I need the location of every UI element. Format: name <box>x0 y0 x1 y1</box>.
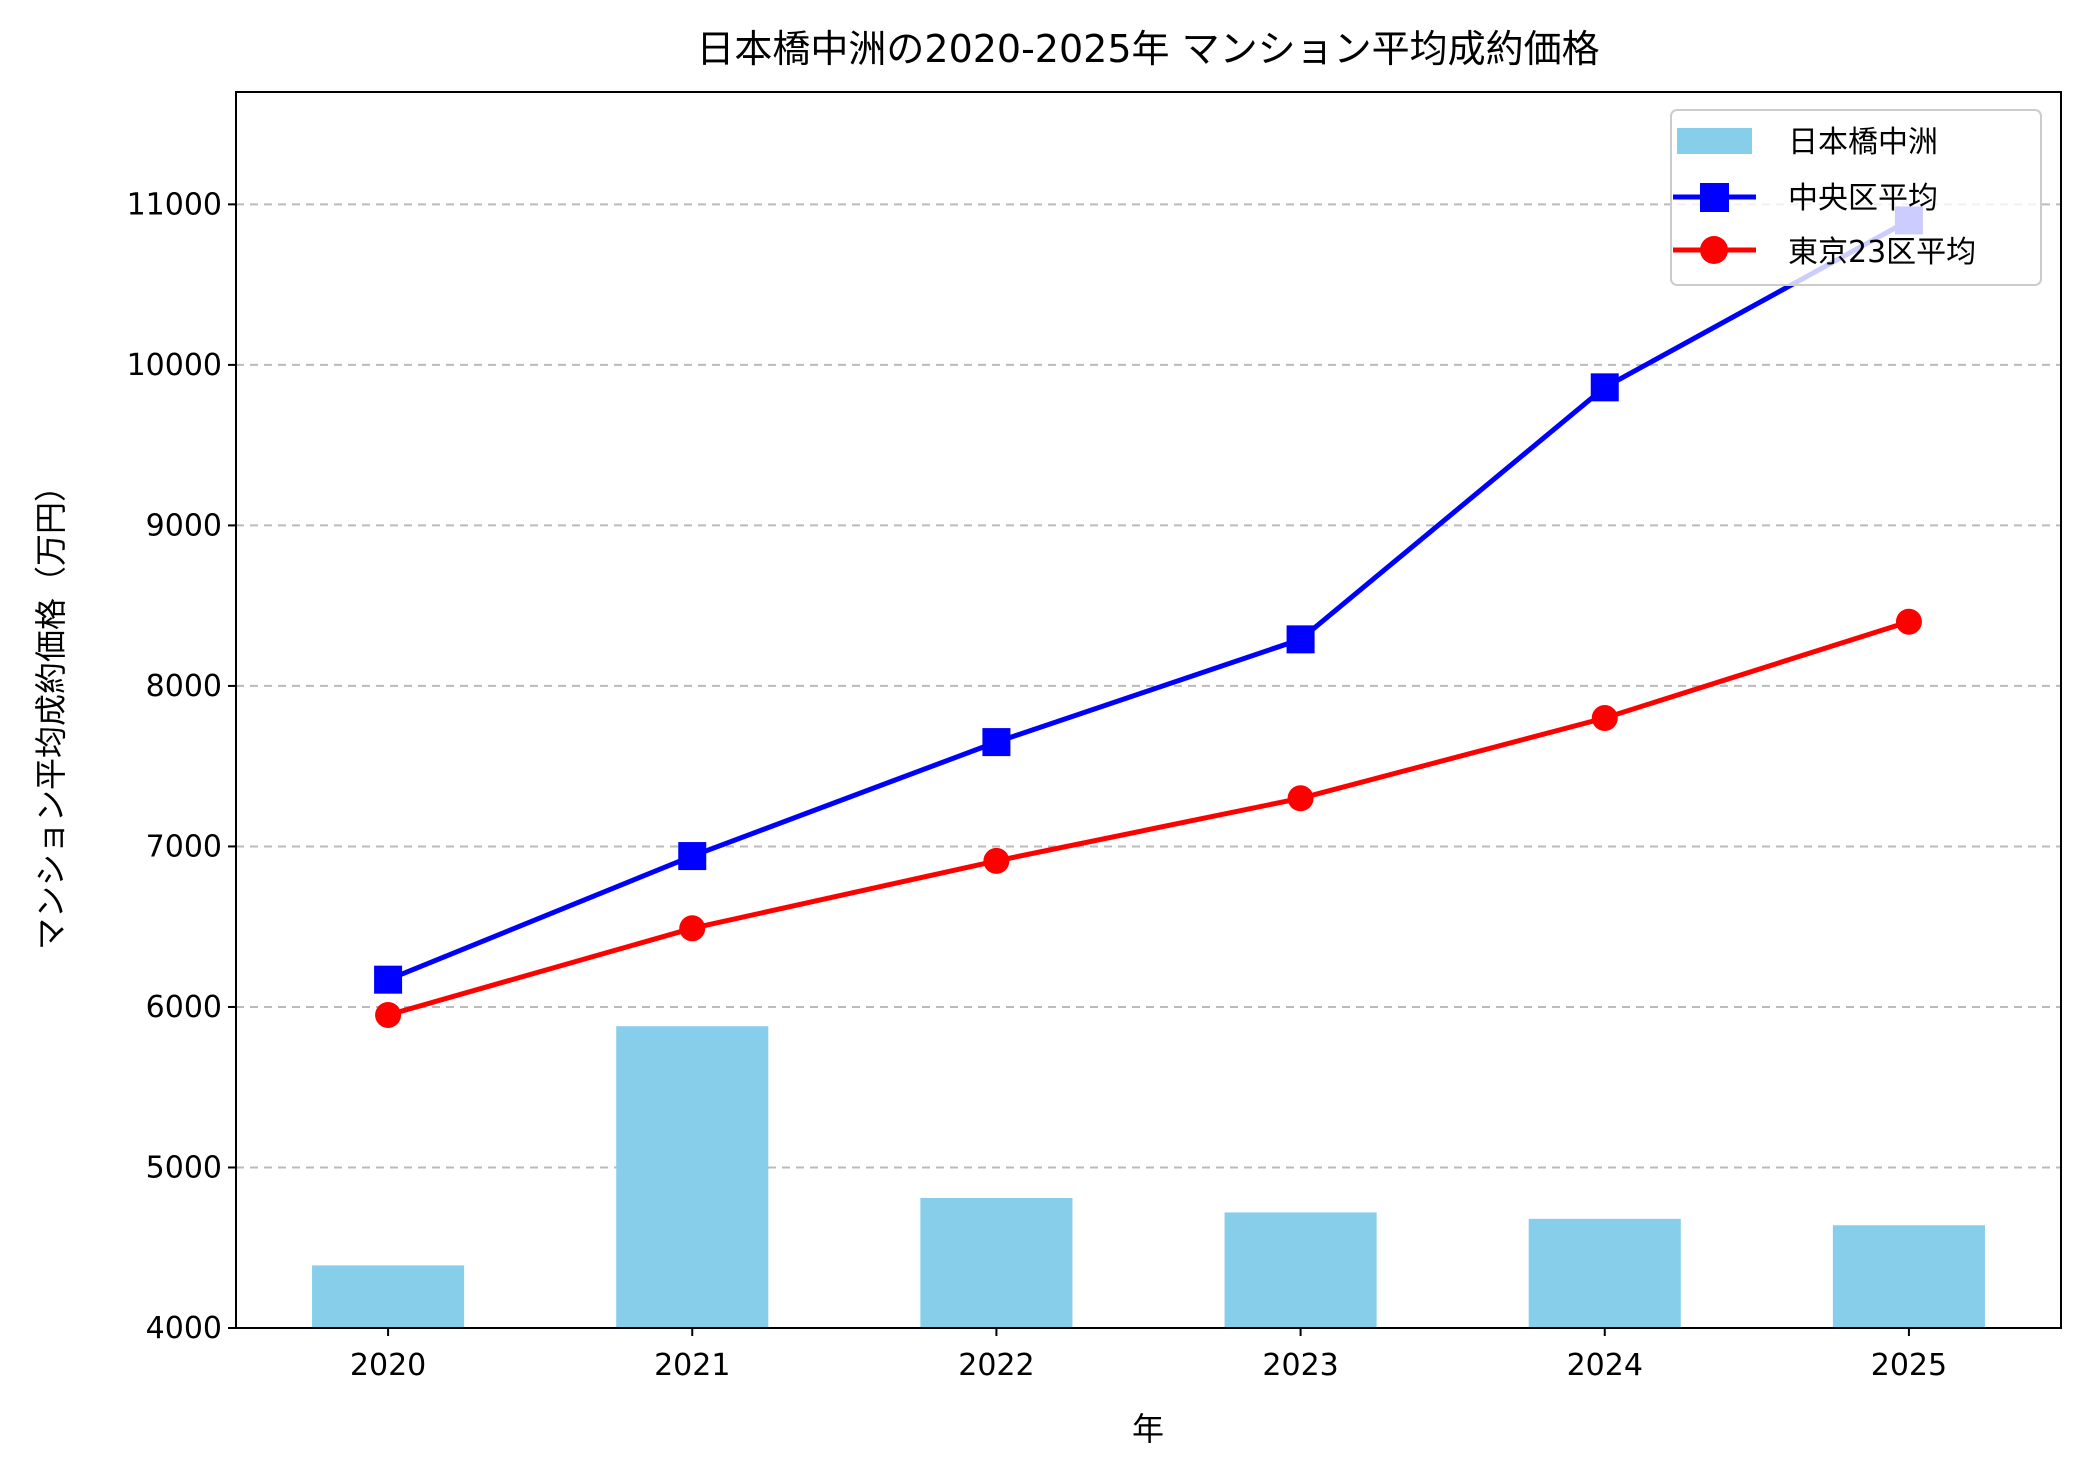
series-line <box>387 619 1910 1018</box>
marker-square-2020 <box>374 965 403 994</box>
bars <box>312 1026 1985 1328</box>
bar-2021 <box>616 1026 769 1328</box>
x-axis: 2020 2021 2022 2023 2024 2025 <box>350 1328 1947 1383</box>
y-tick-label: 6000 <box>146 990 222 1025</box>
series-line <box>387 218 1911 982</box>
y-tick-label: 11000 <box>127 187 222 222</box>
marker-circle-2024 <box>1591 705 1618 732</box>
y-tick-label: 8000 <box>146 669 222 704</box>
lines <box>374 206 1923 1028</box>
marker-square-2024 <box>1590 373 1619 402</box>
y-tick-label: 4000 <box>146 1311 222 1346</box>
x-tick-label: 2020 <box>350 1348 426 1383</box>
marker-circle-2021 <box>679 915 706 942</box>
bar-2024 <box>1528 1218 1681 1328</box>
legend: 日本橋中洲 中央区平均 東京23区平均 <box>1670 109 2042 286</box>
marker-circle-2022 <box>983 847 1010 874</box>
marker-square-2023 <box>1286 625 1315 654</box>
legend-label-nihonbashi: 日本橋中洲 <box>1788 125 1938 160</box>
legend-label-tokyo23: 東京23区平均 <box>1788 235 1976 270</box>
legend-marker-circle <box>1700 236 1728 264</box>
y-tick-label: 5000 <box>146 1150 222 1185</box>
chart-title: 日本橋中洲の2020-2025年 マンション平均成約価格 <box>696 27 1599 71</box>
plot-frame <box>235 91 2062 1329</box>
y-tick-label: 7000 <box>146 829 222 864</box>
bar-2025 <box>1832 1225 1985 1328</box>
x-tick-label: 2022 <box>958 1348 1034 1383</box>
x-axis-label: 年 <box>1132 1410 1164 1448</box>
y-tick-label: 9000 <box>146 508 222 543</box>
legend-label-chuo: 中央区平均 <box>1788 181 1938 216</box>
y-axis: 4000 5000 6000 7000 8000 9000 10000 11000 <box>127 187 236 1346</box>
y-axis-label: マンション平均成約価格（万円） <box>32 470 70 950</box>
marker-circle-2020 <box>375 1001 402 1028</box>
x-tick-label: 2021 <box>654 1348 730 1383</box>
bar-2023 <box>1224 1212 1377 1328</box>
x-tick-label: 2023 <box>1262 1348 1338 1383</box>
gridlines <box>236 203 2061 1169</box>
marker-square-2022 <box>982 728 1011 757</box>
y-tick-label: 10000 <box>127 348 222 383</box>
legend-marker-square <box>1700 183 1729 212</box>
x-tick-label: 2024 <box>1567 1348 1643 1383</box>
marker-circle-2023 <box>1287 785 1314 812</box>
bar-2022 <box>920 1197 1073 1328</box>
bar-2020 <box>312 1265 465 1328</box>
marker-circle-2025 <box>1895 608 1922 635</box>
legend-swatch-bar <box>1677 128 1752 154</box>
marker-square-2021 <box>678 842 707 871</box>
legend-box <box>1670 109 2042 286</box>
x-tick-label: 2025 <box>1871 1348 1947 1383</box>
